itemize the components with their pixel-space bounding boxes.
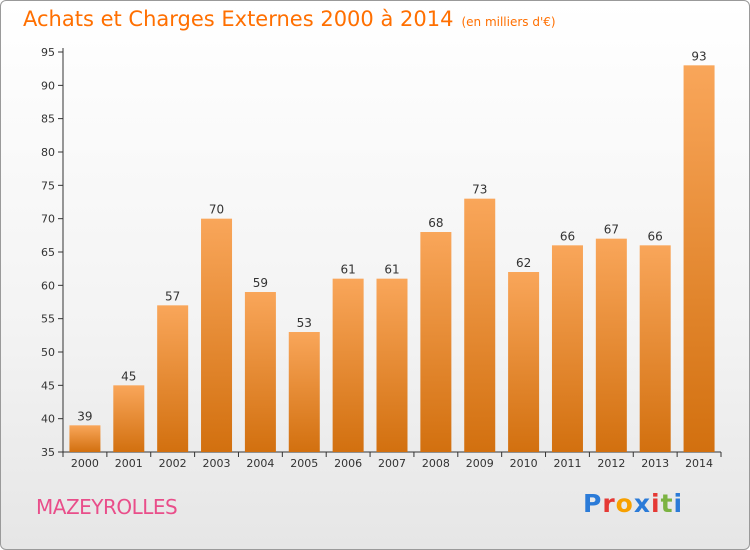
y-tick-label: 70 <box>41 213 55 226</box>
data-label: 53 <box>297 316 312 330</box>
bar <box>288 332 320 452</box>
data-label: 61 <box>384 263 399 277</box>
data-label: 93 <box>691 49 706 63</box>
bar <box>157 305 189 452</box>
data-label: 61 <box>340 263 355 277</box>
commune-name: MAZEYROLLES <box>36 495 178 519</box>
y-tick-label: 75 <box>41 179 55 192</box>
x-tick-label: 2005 <box>290 457 318 470</box>
x-tick-label: 2008 <box>422 457 450 470</box>
bar <box>69 425 101 452</box>
chart-unit: (en milliers d'€) <box>461 15 556 29</box>
y-tick-label: 50 <box>41 346 55 359</box>
data-label: 70 <box>209 203 224 217</box>
bar <box>332 278 364 452</box>
y-tick-label: 65 <box>41 246 55 259</box>
data-label: 66 <box>560 229 575 243</box>
logo-letter: i <box>651 489 661 518</box>
y-tick-label: 80 <box>41 146 55 159</box>
x-tick-label: 2009 <box>466 457 494 470</box>
y-tick-label: 85 <box>41 113 55 126</box>
y-tick-label: 40 <box>41 413 55 426</box>
logo-letter: i <box>673 489 684 518</box>
bar <box>551 245 583 452</box>
x-tick-label: 2001 <box>115 457 143 470</box>
bar <box>420 232 452 452</box>
y-tick-label: 60 <box>41 279 55 292</box>
x-tick-label: 2010 <box>510 457 538 470</box>
y-tick-label: 55 <box>41 313 55 326</box>
x-tick-label: 2004 <box>246 457 274 470</box>
bar <box>201 218 233 452</box>
proxiti-logo[interactable]: Proxiti <box>583 489 683 518</box>
x-tick-label: 2002 <box>159 457 187 470</box>
data-label: 68 <box>428 216 443 230</box>
x-tick-label: 2012 <box>597 457 625 470</box>
data-label: 45 <box>121 369 136 383</box>
y-tick-label: 35 <box>41 446 55 459</box>
bar <box>639 245 671 452</box>
x-tick-label: 2014 <box>685 457 713 470</box>
data-label: 57 <box>165 289 180 303</box>
bar <box>244 292 276 452</box>
bar <box>464 198 496 452</box>
x-tick-label: 2013 <box>641 457 669 470</box>
data-label: 39 <box>77 409 92 423</box>
logo-letter: P <box>583 489 603 518</box>
logo-letter: r <box>602 489 616 518</box>
y-tick-label: 90 <box>41 79 55 92</box>
chart-title-text: Achats et Charges Externes 2000 à 2014 <box>23 7 454 31</box>
chart-title: Achats et Charges Externes 2000 à 2014 (e… <box>23 7 556 31</box>
data-label: 59 <box>253 276 268 290</box>
bar <box>113 385 145 452</box>
x-tick-label: 2007 <box>378 457 406 470</box>
data-label: 73 <box>472 183 487 197</box>
data-label: 66 <box>648 229 663 243</box>
y-tick-label: 95 <box>41 46 55 59</box>
logo-letter: o <box>615 489 634 518</box>
y-tick-label: 45 <box>41 379 55 392</box>
bar <box>683 65 715 452</box>
x-tick-label: 2011 <box>553 457 581 470</box>
logo-letter: t <box>660 489 674 518</box>
x-tick-label: 2006 <box>334 457 362 470</box>
data-label: 62 <box>516 256 531 270</box>
logo-letter: x <box>633 489 651 518</box>
data-label: 67 <box>604 223 619 237</box>
bar <box>376 278 408 452</box>
x-tick-label: 2003 <box>203 457 231 470</box>
bar <box>595 238 627 452</box>
bar <box>508 272 540 452</box>
x-tick-label: 2000 <box>71 457 99 470</box>
